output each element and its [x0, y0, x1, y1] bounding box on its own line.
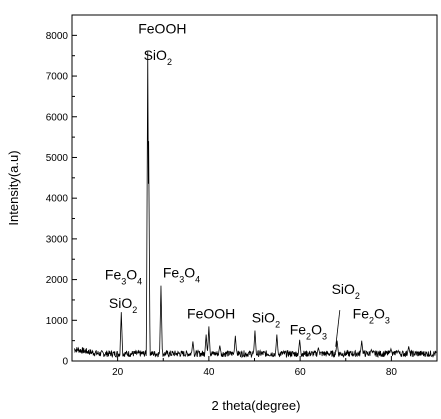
- peak-annotation: SiO2​: [109, 295, 137, 315]
- peak-annotation: SiO2​: [252, 309, 280, 329]
- peak-annotation: SiO2​: [144, 47, 172, 67]
- y-tick-label: 6000: [46, 112, 69, 123]
- peak-annotation: FeOOH: [187, 305, 235, 321]
- annotation-leader-line: [335, 310, 341, 347]
- peak-annotations: FeOOH SiO2​ Fe3​O4​ SiO2​ Fe3​O4​ FeOOH SiO2​ F…: [105, 20, 390, 341]
- diffraction-pattern-line: [73, 51, 437, 359]
- peak-annotation: Fe3​O4​: [163, 265, 200, 285]
- y-axis-title: Intensity(a.u): [6, 150, 21, 225]
- peak-annotation: Fe2​O3​: [353, 305, 390, 325]
- y-tick-label: 0: [62, 357, 68, 368]
- y-tick-label: 1000: [46, 316, 69, 327]
- x-axis-title: 2 theta(degree): [212, 398, 301, 413]
- y-tick-label: 5000: [46, 153, 69, 164]
- y-tick-label: 4000: [46, 194, 69, 205]
- peak-annotation: SiO2​: [332, 281, 360, 301]
- x-tick-label: 60: [295, 367, 307, 378]
- peak-annotation: Fe2​O3​: [290, 322, 327, 342]
- peak-annotation: FeOOH: [138, 20, 186, 36]
- y-tick-label: 8000: [46, 31, 69, 42]
- x-tick-label: 40: [203, 367, 215, 378]
- peak-annotation: Fe3​O4​: [105, 267, 142, 287]
- y-axis: 0 1000 2000 3000 4000 5000 6000 7000 8000: [46, 31, 77, 368]
- y-tick-label: 2000: [46, 275, 69, 286]
- x-tick-label: 20: [112, 367, 124, 378]
- x-tick-label: 80: [386, 367, 398, 378]
- y-tick-label: 3000: [46, 234, 69, 245]
- x-axis: 20 40 60 80: [71, 356, 438, 378]
- y-tick-label: 7000: [46, 72, 69, 83]
